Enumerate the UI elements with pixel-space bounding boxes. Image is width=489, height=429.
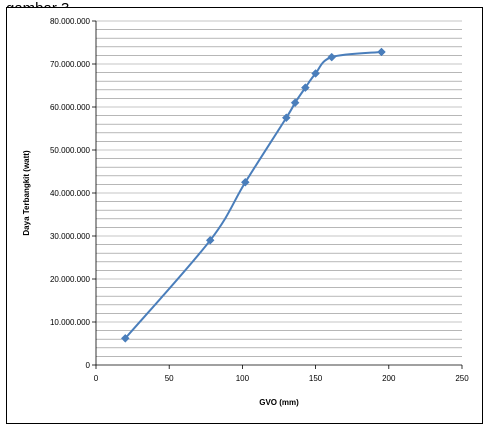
y-axis-title: Daya Terbangkit (watt) bbox=[22, 150, 31, 236]
chart-frame: 0 10.000.000 20.000.000 30.000.000 40.000.00… bbox=[6, 7, 483, 424]
y-tick-label: 50.000.000 bbox=[50, 146, 91, 155]
x-tick-labels: 0 50 100 150 200 250 bbox=[94, 374, 469, 383]
axes bbox=[92, 20, 463, 369]
y-tick-label: 80.000.000 bbox=[50, 17, 91, 26]
y-tick-label: 10.000.000 bbox=[50, 318, 91, 327]
x-tick-label: 0 bbox=[94, 374, 99, 383]
y-tick-labels: 0 10.000.000 20.000.000 30.000.000 40.000.00… bbox=[50, 17, 91, 370]
x-tick-label: 50 bbox=[165, 374, 174, 383]
data-point bbox=[240, 177, 250, 187]
y-tick-label: 20.000.000 bbox=[50, 275, 91, 284]
data-point bbox=[281, 113, 291, 123]
gridlines bbox=[96, 20, 462, 357]
line-chart: 0 10.000.000 20.000.000 30.000.000 40.000.00… bbox=[22, 17, 469, 407]
x-tick-label: 100 bbox=[236, 374, 250, 383]
y-tick-label: 70.000.000 bbox=[50, 60, 91, 69]
data-point bbox=[205, 235, 215, 245]
x-tick-label: 150 bbox=[309, 374, 323, 383]
data-point bbox=[377, 47, 386, 57]
y-tick-label: 40.000.000 bbox=[50, 189, 91, 198]
series-layer bbox=[120, 47, 386, 343]
series-line bbox=[124, 50, 382, 339]
y-tick-label: 0 bbox=[86, 361, 91, 370]
x-tick-label: 200 bbox=[382, 374, 396, 383]
data-point bbox=[300, 83, 310, 93]
y-tick-label: 30.000.000 bbox=[50, 232, 91, 241]
y-tick-label: 60.000.000 bbox=[50, 103, 91, 112]
data-point bbox=[290, 98, 300, 108]
data-point bbox=[311, 69, 320, 78]
data-point bbox=[327, 52, 337, 62]
data-point bbox=[120, 333, 130, 343]
x-axis-title: GVO (mm) bbox=[259, 398, 299, 407]
x-tick-label: 250 bbox=[455, 374, 469, 383]
